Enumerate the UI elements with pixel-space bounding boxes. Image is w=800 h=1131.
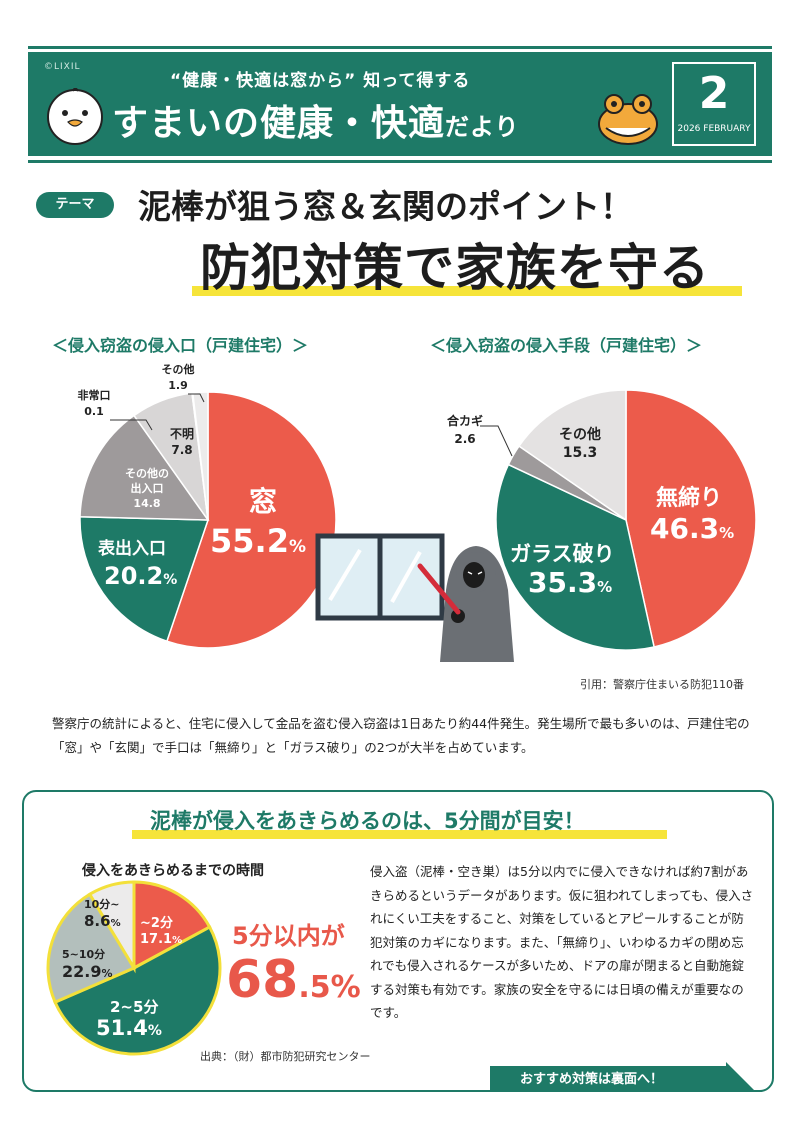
pie-entry-methods [495,389,757,651]
pie-entry-points [79,391,337,649]
label-other: その他 1.9 [161,363,195,392]
label-window-name: 窓 [248,485,277,518]
label-window-value: 55.2% [210,522,306,560]
label-unlocked-name: 無締り [656,486,723,511]
headline-highlight [192,286,742,296]
header-top-rule [28,46,772,49]
emergency-leader-line [110,419,153,431]
within-5min-label: 5分以内が [232,922,345,950]
section-paragraph: 侵入盗（泥棒・空き巣）は5分以内でに侵入できなければ約7割があきらめるというデー… [370,864,754,1020]
label-over10-name: 10分~ [84,898,120,911]
pie-slice-0 [625,389,757,648]
label-front-value: 20.2% [104,562,178,590]
label-other-entry: その他の 出入口 14.8 [125,467,169,510]
label-2to5-value: 51.4% [96,1016,162,1040]
next-page-ribbon[interactable] [490,1062,770,1096]
label-under2-value: 17.1% [140,932,183,947]
label-2to5-name: 2~5分 [110,998,159,1016]
chart1-title: ＜侵入窃盗の侵入口（戸建住宅）＞ [52,336,309,355]
other-leader-line [188,393,205,403]
label-key: 合カギ 2.6 [446,414,483,446]
header-title: すまいの健康・快適だより [112,103,520,144]
label-5to10-name: 5~10分 [62,948,106,961]
pie-slice-3 [87,880,136,974]
big-percentage: 68.5% [226,950,361,1010]
pie-slice-5 [191,391,209,521]
intro-paragraph: 警察庁の統計によると、住宅に侵入して金品を盗む侵入窃盗は1日あたり約44件発生。… [52,716,750,755]
label-under2-name: ~2分 [140,916,173,931]
label-emergency: 非常口 0.1 [77,389,111,418]
pie-slice-1 [79,516,210,643]
chart2-title: ＜侵入窃盗の侵入手段（戸建住宅）＞ [430,336,703,355]
header-subtitle: “健康・快適は窓から” 知って得する [170,71,471,91]
give-up-section-box [22,790,774,1092]
chick-mascot-icon [47,88,103,145]
label-over10-value: 8.6% [84,912,121,930]
next-page-ribbon-text[interactable]: おすすめ対策は裏面へ！ [520,1072,664,1087]
copyright: ©LIXIL [44,62,81,72]
theme-badge: テーマ [36,192,114,218]
section-title: 泥棒が侵入をあきらめるのは、5分間が目安！ [150,809,585,833]
frog-mascot-icon [598,94,658,145]
issue-month: 2026 FEBRUARY [677,124,751,134]
label-front-name: 表出入口 [98,539,166,559]
label-glass-value: 35.3% [528,566,613,599]
theme-main-title: 防犯対策で家族を守る [200,239,710,297]
citation-police: 引用：警察庁住まいる防犯110番 [580,678,744,691]
key-leader-line [480,425,513,457]
section-title-highlight [132,830,667,839]
pie-slice-0 [132,880,212,971]
pie-give-up-time [46,880,222,1056]
issue-box: 2 2026 FEBRUARY [672,62,756,146]
chart3-title: 侵入をあきらめるまでの時間 [82,863,264,879]
citation-research: 出典：（財）都市防犯研究センター [200,1050,371,1063]
label-unknown: 不明 7.8 [169,427,194,457]
label-5to10-value: 22.9% [62,962,113,981]
theme-headline: 泥棒が狙う窓＆玄関のポイント！ [138,187,633,226]
pie-slice-2 [46,892,137,1005]
header-bottom-rule [28,160,772,163]
pie-slice-1 [495,463,655,651]
pie-slice-3 [518,389,627,522]
label-glass-name: ガラス破り [510,542,615,566]
burglar-window-illustration [315,533,514,662]
issue-number: 2 [698,68,730,119]
pie-slice-1 [53,925,222,1056]
label-other2: その他 15.3 [559,427,601,461]
label-unlocked-value: 46.3% [650,512,735,545]
